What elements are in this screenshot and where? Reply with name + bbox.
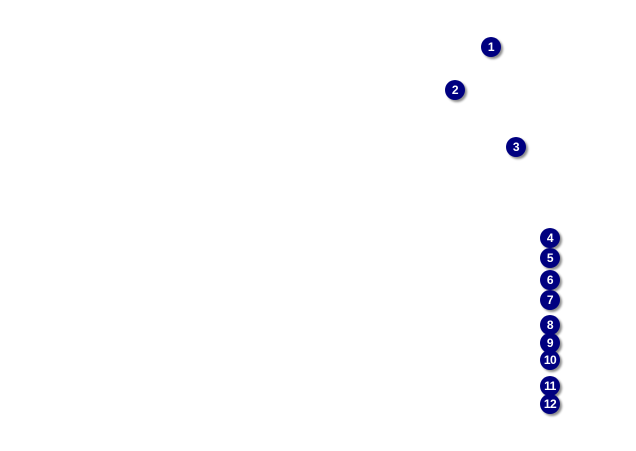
callout-badge-12: 12 xyxy=(540,394,560,414)
callout-badge-11: 11 xyxy=(540,376,560,396)
callout-badge-4: 4 xyxy=(540,228,560,248)
callout-badge-9: 9 xyxy=(540,333,560,353)
callout-badge-3: 3 xyxy=(506,137,526,157)
callout-badge-1: 1 xyxy=(481,37,501,57)
callout-badge-7: 7 xyxy=(540,290,560,310)
callout-badge-10: 10 xyxy=(540,350,560,370)
callout-badge-2: 2 xyxy=(445,80,465,100)
callout-badge-8: 8 xyxy=(540,315,560,335)
callout-badge-5: 5 xyxy=(540,248,560,268)
callout-badge-6: 6 xyxy=(540,270,560,290)
